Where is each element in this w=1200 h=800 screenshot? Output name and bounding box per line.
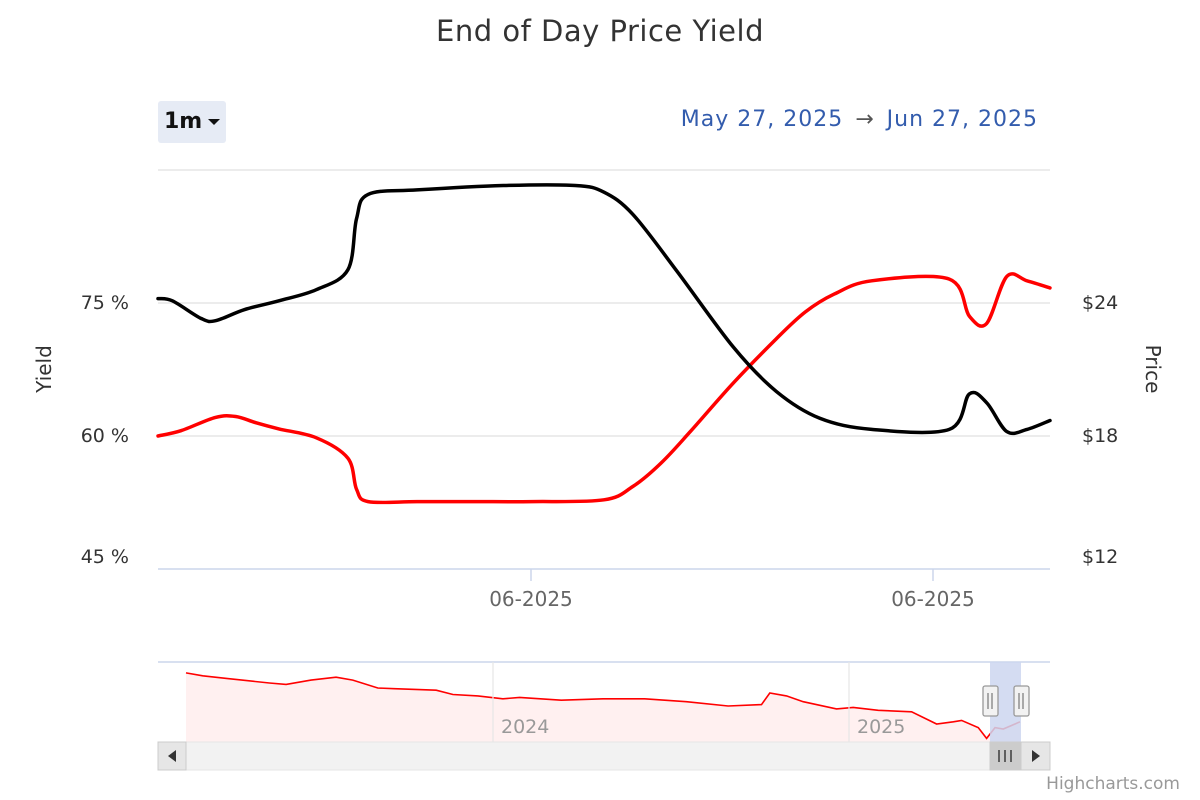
range-selector-label: 1m <box>164 109 203 134</box>
chart-title: End of Day Price Yield <box>436 14 764 48</box>
caret-down-icon <box>208 119 221 125</box>
y-right-tick-label: $12 <box>1082 546 1118 568</box>
arrow-left-icon <box>168 750 176 762</box>
y-right-axis-title: Price <box>1141 345 1165 394</box>
y-right-tick-label: $24 <box>1082 292 1118 314</box>
navigator-handle-right[interactable] <box>1013 685 1030 717</box>
y-left-tick-label: 45 % <box>81 546 129 568</box>
y-left-axis-title: Yield <box>32 345 56 394</box>
y-right-tick-label: $18 <box>1082 425 1118 447</box>
navigator-tick-label: 2024 <box>501 716 549 738</box>
date-from[interactable]: May 27, 2025 <box>680 107 844 132</box>
navigator-handle-left[interactable] <box>982 685 999 717</box>
x-tick-label: 06-2025 <box>891 587 975 611</box>
series-line-yield <box>156 272 1052 505</box>
arrow-right-icon: → <box>855 107 875 132</box>
credit-link[interactable]: Highcharts.com <box>1046 774 1180 794</box>
y-left-tick-label: 75 % <box>81 292 129 314</box>
navigator-area <box>186 672 1020 742</box>
date-to[interactable]: Jun 27, 2025 <box>886 107 1038 132</box>
scrollbar-track[interactable] <box>157 741 1051 771</box>
y-left-tick-label: 60 % <box>81 425 129 447</box>
date-range-display[interactable]: May 27, 2025 → Jun 27, 2025 <box>681 107 1038 132</box>
navigator-series-line <box>185 672 1021 740</box>
navigator-tick-label: 2025 <box>857 716 905 738</box>
range-selector-dropdown[interactable]: 1m <box>158 101 226 143</box>
x-tick-label: 06-2025 <box>489 587 573 611</box>
series-line-price <box>156 183 1052 436</box>
arrow-right-icon <box>1032 750 1040 762</box>
